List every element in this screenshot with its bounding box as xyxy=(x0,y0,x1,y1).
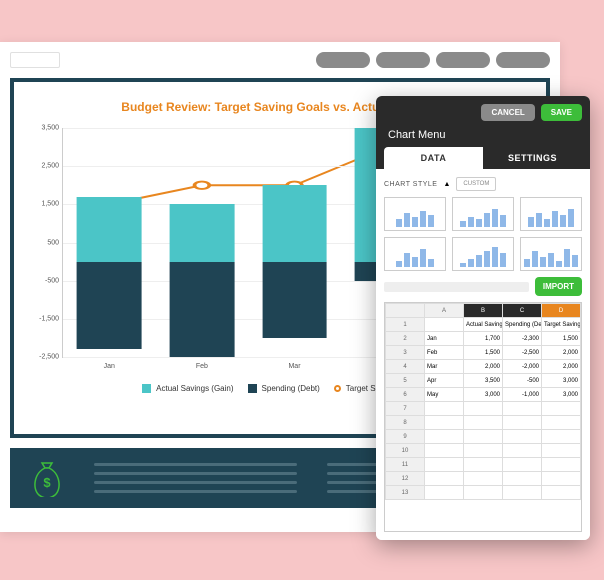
toolbar-pill[interactable] xyxy=(316,52,370,68)
chart-style-thumb[interactable] xyxy=(384,197,446,231)
chart-style-thumb[interactable] xyxy=(452,197,514,231)
y-tick-label: -1,500 xyxy=(29,315,59,322)
x-tick-label: Jan xyxy=(104,363,115,370)
toolbar-pill[interactable] xyxy=(496,52,550,68)
chart-style-label: CHART STYLE xyxy=(384,181,437,188)
import-button[interactable]: IMPORT xyxy=(535,277,582,296)
bar-group xyxy=(262,128,327,357)
panel-header: CANCEL SAVE Chart Menu DATA SETTINGS xyxy=(376,96,590,169)
bar-group xyxy=(77,128,142,357)
chart-style-thumbnails xyxy=(384,197,582,271)
legend-item-gain: Actual Savings (Gain) xyxy=(142,384,233,393)
legend-swatch-gain xyxy=(142,384,151,393)
toolbar-pill[interactable] xyxy=(436,52,490,68)
import-path-placeholder[interactable] xyxy=(384,282,529,292)
tab-settings[interactable]: SETTINGS xyxy=(483,147,582,169)
y-tick-label: -500 xyxy=(29,277,59,284)
chevron-up-icon[interactable]: ▲ xyxy=(443,181,450,188)
svg-text:$: $ xyxy=(43,475,51,490)
tab-data[interactable]: DATA xyxy=(384,147,483,169)
y-tick-label: 2,500 xyxy=(29,163,59,170)
chart-style-row: CHART STYLE ▲ CUSTOM xyxy=(384,177,582,191)
toolbar-input-placeholder[interactable] xyxy=(10,52,60,68)
top-toolbar xyxy=(0,42,560,78)
chart-style-thumb[interactable] xyxy=(452,237,514,271)
panel-title: Chart Menu xyxy=(384,127,582,147)
footer-stripes xyxy=(94,463,297,493)
legend-swatch-debt xyxy=(248,384,257,393)
chart-style-thumb[interactable] xyxy=(520,197,582,231)
x-tick-label: Feb xyxy=(196,363,208,370)
chart-menu-panel: CANCEL SAVE Chart Menu DATA SETTINGS CHA… xyxy=(376,96,590,540)
money-bag-icon: $ xyxy=(30,459,64,497)
x-tick-label: Mar xyxy=(288,363,300,370)
import-row: IMPORT xyxy=(384,277,582,296)
y-tick-label: 500 xyxy=(29,239,59,246)
y-tick-label: -2,500 xyxy=(29,354,59,361)
chart-style-thumb[interactable] xyxy=(520,237,582,271)
chart-style-thumb[interactable] xyxy=(384,237,446,271)
toolbar-pill[interactable] xyxy=(376,52,430,68)
y-tick-label: 1,500 xyxy=(29,201,59,208)
custom-style-button[interactable]: CUSTOM xyxy=(456,177,496,191)
legend-swatch-target xyxy=(334,385,341,392)
cancel-button[interactable]: CANCEL xyxy=(481,104,534,121)
y-tick-label: 3,500 xyxy=(29,125,59,132)
bar-group xyxy=(169,128,234,357)
save-button[interactable]: SAVE xyxy=(541,104,582,121)
legend-label: Spending (Debt) xyxy=(262,384,320,393)
legend-item-debt: Spending (Debt) xyxy=(248,384,320,393)
panel-body: CHART STYLE ▲ CUSTOM IMPORT ABCD1Actual … xyxy=(376,169,590,540)
panel-tabs: DATA SETTINGS xyxy=(384,147,582,169)
data-grid[interactable]: ABCD1Actual Savings (Gain)Spending (Debt… xyxy=(384,302,582,532)
legend-label: Actual Savings (Gain) xyxy=(156,384,233,393)
